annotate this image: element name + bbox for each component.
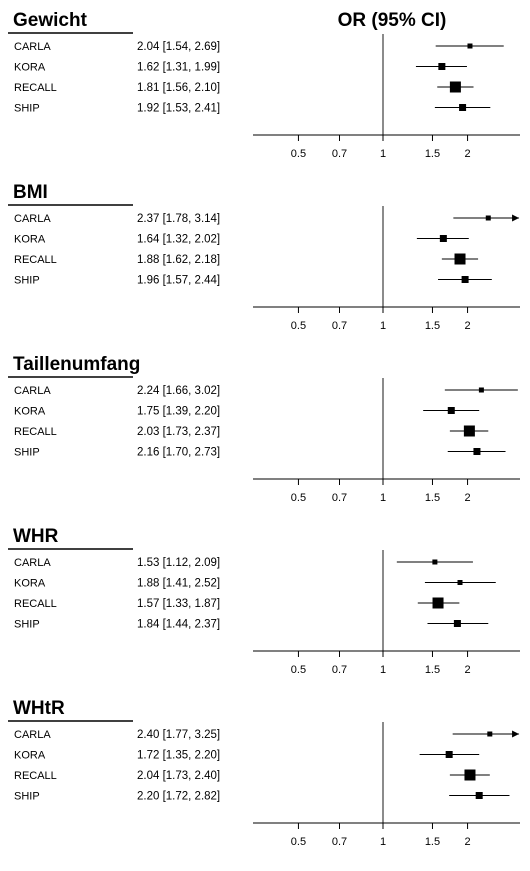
x-tick-label: 1: [380, 836, 386, 848]
x-tick-label: 1.5: [425, 320, 440, 332]
panel-title: Taillenumfang: [13, 354, 140, 375]
point-estimate-square: [464, 769, 476, 781]
x-tick-label: 1: [380, 664, 386, 676]
point-estimate-square: [463, 425, 475, 437]
study-label: KORA: [14, 234, 46, 246]
or-ci-text: 2.24 [1.66, 3.02]: [137, 385, 220, 397]
study-label: SHIP: [14, 275, 40, 287]
or-ci-text: 2.03 [1.73, 2.37]: [137, 426, 220, 438]
forest-panel: WHR 0.5 0.7 1 1.5 2 CARLA 1.53 [1.12, 2.09] KORA…: [8, 526, 520, 676]
panel-title: Gewicht: [13, 10, 88, 31]
or-ci-text: 1.88 [1.62, 2.18]: [137, 254, 220, 266]
or-ci-text: 2.37 [1.78, 3.14]: [137, 213, 220, 225]
x-tick-label: 0.7: [332, 320, 347, 332]
panel-title: WHR: [13, 526, 59, 547]
x-tick-label: 1.5: [425, 492, 440, 504]
study-label: CARLA: [14, 213, 51, 225]
or-ci-text: 1.81 [1.56, 2.10]: [137, 82, 220, 94]
x-tick-label: 2: [465, 320, 471, 332]
x-tick-label: 1: [380, 320, 386, 332]
x-tick-label: 0.5: [291, 320, 306, 332]
study-label: RECALL: [14, 82, 57, 94]
x-tick-label: 0.5: [291, 492, 306, 504]
x-tick-label: 0.7: [332, 664, 347, 676]
point-estimate-square: [478, 387, 484, 393]
study-label: RECALL: [14, 770, 57, 782]
or-ci-text: 2.16 [1.70, 2.73]: [137, 447, 220, 459]
panel-title: BMI: [13, 182, 48, 203]
or-ci-text: 1.72 [1.35, 2.20]: [137, 750, 220, 762]
point-estimate-square: [438, 63, 446, 70]
study-label: KORA: [14, 62, 46, 74]
x-tick-label: 0.7: [332, 492, 347, 504]
study-label: CARLA: [14, 729, 51, 741]
x-tick-label: 1.5: [425, 664, 440, 676]
or-ci-text: 2.04 [1.54, 2.69]: [137, 41, 220, 53]
study-label: SHIP: [14, 447, 40, 459]
study-label: CARLA: [14, 385, 51, 397]
forest-panel: Taillenumfang 0.5 0.7 1 1.5 2 CARLA 2.24 [1.66,…: [8, 354, 520, 504]
x-tick-label: 2: [465, 664, 471, 676]
study-label: KORA: [14, 578, 46, 590]
point-estimate-square: [461, 276, 469, 283]
or-ci-text: 1.75 [1.39, 2.20]: [137, 406, 220, 418]
study-label: KORA: [14, 750, 46, 762]
point-estimate-square: [445, 751, 453, 758]
panel-title: WHtR: [13, 698, 65, 719]
forest-panel: WHtR 0.5 0.7 1 1.5 2 CARLA 2.40 [1.77, 3.25] KOR…: [8, 698, 520, 848]
or-ci-text: 1.96 [1.57, 2.44]: [137, 275, 220, 287]
point-estimate-square: [459, 104, 467, 111]
x-tick-label: 0.7: [332, 148, 347, 160]
x-tick-label: 0.5: [291, 836, 306, 848]
or-ci-text: 2.40 [1.77, 3.25]: [137, 729, 220, 741]
ci-arrow: [512, 214, 520, 222]
header-or-ci: OR (95% CI): [338, 10, 447, 31]
x-tick-label: 1: [380, 148, 386, 160]
study-label: RECALL: [14, 254, 57, 266]
point-estimate-square: [432, 559, 438, 565]
or-ci-text: 1.64 [1.32, 2.02]: [137, 234, 220, 246]
x-tick-label: 0.5: [291, 148, 306, 160]
study-label: RECALL: [14, 426, 57, 438]
or-ci-text: 1.92 [1.53, 2.41]: [137, 103, 220, 115]
or-ci-text: 2.04 [1.73, 2.40]: [137, 770, 220, 782]
point-estimate-square: [487, 731, 493, 737]
or-ci-text: 1.57 [1.33, 1.87]: [137, 598, 220, 610]
x-tick-label: 2: [465, 492, 471, 504]
study-label: SHIP: [14, 619, 40, 631]
point-estimate-square: [439, 235, 447, 242]
study-label: SHIP: [14, 791, 40, 803]
or-ci-text: 1.88 [1.41, 2.52]: [137, 578, 220, 590]
ci-arrow: [512, 730, 520, 738]
point-estimate-square: [473, 448, 481, 455]
point-estimate-square: [432, 597, 444, 609]
x-tick-label: 1.5: [425, 148, 440, 160]
x-tick-label: 1: [380, 492, 386, 504]
forest-panel: BMI 0.5 0.7 1 1.5 2 CARLA 2.37 [1.78, 3.14] KORA…: [8, 182, 520, 332]
x-tick-label: 1.5: [425, 836, 440, 848]
or-ci-text: 2.20 [1.72, 2.82]: [137, 791, 220, 803]
study-label: CARLA: [14, 41, 51, 53]
point-estimate-square: [453, 620, 461, 627]
x-tick-label: 0.5: [291, 664, 306, 676]
point-estimate-square: [449, 81, 461, 93]
study-label: SHIP: [14, 103, 40, 115]
study-label: KORA: [14, 406, 46, 418]
x-tick-label: 0.7: [332, 836, 347, 848]
or-ci-text: 1.84 [1.44, 2.37]: [137, 619, 220, 631]
x-tick-label: 2: [465, 148, 471, 160]
or-ci-text: 1.62 [1.31, 1.99]: [137, 62, 220, 74]
point-estimate-square: [454, 253, 466, 265]
point-estimate-square: [485, 215, 491, 221]
point-estimate-square: [467, 43, 473, 49]
forest-panel: Gewicht 0.5 0.7 1 1.5 2 CARLA 2.04 [1.54, 2.69]…: [8, 10, 520, 160]
point-estimate-square: [475, 792, 483, 799]
point-estimate-square: [447, 407, 455, 414]
point-estimate-square: [457, 580, 463, 585]
or-ci-text: 1.53 [1.12, 2.09]: [137, 557, 220, 569]
study-label: CARLA: [14, 557, 51, 569]
study-label: RECALL: [14, 598, 57, 610]
x-tick-label: 2: [465, 836, 471, 848]
